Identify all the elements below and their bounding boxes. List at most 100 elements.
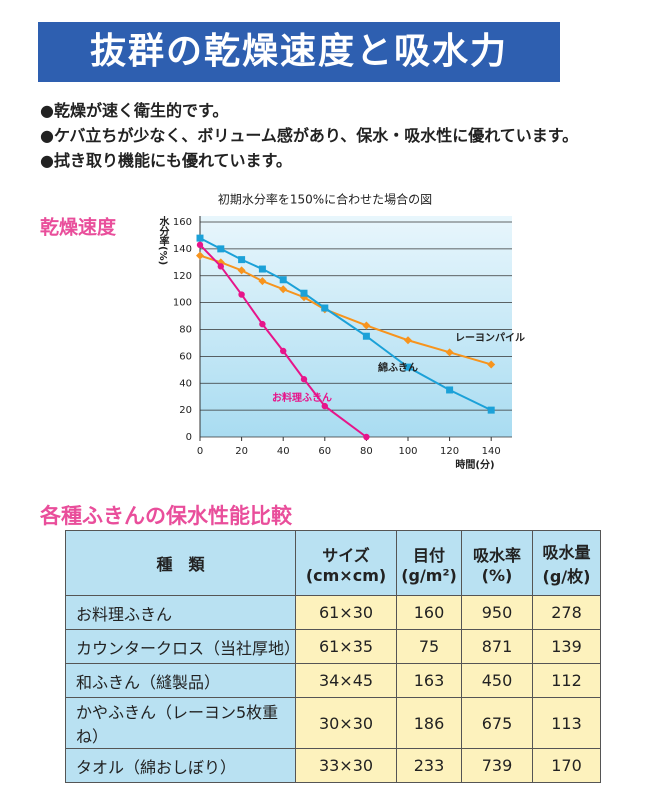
marker bbox=[404, 363, 412, 371]
table-row: カウンタークロス（当社厚地） 61×35 75 871 139 bbox=[65, 629, 601, 664]
chart: 初期水分率を150%に合わせた場合の図 乾燥速度 水分率(%) 時間(分) 0 2… bbox=[40, 192, 525, 472]
table-row: かやふきん（レーヨン5枚重ね） 30×30 186 675 113 bbox=[65, 697, 601, 749]
y-tick-label: 80 bbox=[179, 325, 192, 336]
series-line bbox=[199, 244, 367, 438]
marker bbox=[300, 376, 308, 383]
y-axis-label: 水分率(%) bbox=[157, 215, 170, 265]
table: 種 類サイズ (cm×cm) 目付 (g/m²) 吸水率 (%) 吸水量 (g/枚) お料理ふき… bbox=[65, 530, 601, 783]
bullet: ●拭き取り機能にも優れています。 bbox=[40, 151, 292, 170]
x-tick-label: 120 bbox=[440, 446, 459, 457]
series-label: レーヨンパイル bbox=[455, 332, 525, 344]
header-text: 吸水率 bbox=[472, 545, 521, 565]
header-text: (g/m²) bbox=[401, 565, 457, 585]
table-cell: 160 bbox=[396, 595, 462, 630]
y-tick-label: 140 bbox=[173, 244, 192, 255]
section-title: 乾燥速度 bbox=[40, 216, 117, 239]
series-label: お料理ふきん bbox=[272, 391, 332, 404]
header-cell: 吸水率 (%) bbox=[461, 530, 533, 596]
header-cell: 吸水量 (g/枚) bbox=[532, 530, 601, 596]
table-cell: 139 bbox=[532, 629, 601, 664]
table-cell: 278 bbox=[532, 595, 601, 630]
header-text: 目付 bbox=[412, 545, 445, 565]
marker bbox=[279, 276, 287, 284]
y-tick-label: 0 bbox=[186, 432, 192, 443]
table-cell: 61×35 bbox=[295, 629, 397, 664]
bullet: ●ケバ立ちが少なく、ボリューム感があり、保水・吸水性に優れています。 bbox=[40, 126, 579, 145]
header-text: (g/枚) bbox=[542, 567, 591, 586]
table-cell: 和ふきん（縫製品） bbox=[65, 663, 296, 698]
marker bbox=[446, 386, 454, 394]
table-cell: 112 bbox=[532, 663, 601, 698]
header-cell: 種 類 bbox=[65, 530, 296, 596]
marker bbox=[280, 347, 287, 355]
table-cell: 61×30 bbox=[295, 595, 397, 630]
marker bbox=[196, 241, 204, 249]
header-text: (%) bbox=[481, 565, 513, 585]
table-cell: カウンタークロス（当社厚地） bbox=[65, 629, 300, 664]
y-tick-label: 120 bbox=[173, 271, 192, 282]
marker bbox=[362, 332, 370, 340]
marker bbox=[404, 336, 412, 345]
marker bbox=[279, 285, 288, 294]
x-tick-label: 100 bbox=[398, 446, 417, 457]
marker bbox=[217, 245, 225, 253]
table-cell: 30×30 bbox=[295, 697, 397, 749]
table-cell: 75 bbox=[396, 629, 462, 664]
table-row: タオル（綿おしぼり） 33×30 233 739 170 bbox=[65, 748, 601, 783]
header-row: 種 類サイズ (cm×cm) 目付 (g/m²) 吸水率 (%) 吸水量 (g/枚) bbox=[65, 530, 601, 596]
table-row: お料理ふきん 61×30 160 950 278 bbox=[65, 595, 601, 630]
marker bbox=[238, 291, 245, 298]
table-cell: 33×30 bbox=[295, 748, 397, 783]
marker bbox=[259, 320, 266, 328]
x-tick-label: 0 bbox=[197, 446, 203, 457]
x-tick-label: 60 bbox=[318, 446, 331, 457]
x-tick-label: 20 bbox=[235, 446, 248, 457]
table-cell: 186 bbox=[396, 697, 462, 749]
x-axis-label: 時間(分) bbox=[455, 458, 494, 471]
header-cell: サイズ (cm×cm) bbox=[295, 530, 397, 596]
table-cell: 163 bbox=[396, 663, 462, 698]
marker bbox=[487, 406, 495, 414]
marker bbox=[258, 265, 266, 273]
marker bbox=[217, 263, 224, 270]
y-tick-label: 20 bbox=[179, 405, 192, 416]
table-row: 和ふきん（縫製品） 34×45 163 450 112 bbox=[65, 663, 601, 698]
table-title: 各種ふきんの保水性能比較 bbox=[40, 504, 292, 528]
header-text: (cm×cm) bbox=[305, 565, 387, 585]
y-tick-label: 100 bbox=[173, 298, 192, 309]
marker bbox=[196, 234, 204, 242]
chart-title: 初期水分率を150%に合わせた場合の図 bbox=[218, 192, 432, 207]
header-text: サイズ bbox=[322, 545, 370, 565]
table-cell: 34×45 bbox=[295, 663, 397, 698]
table-cell: 871 bbox=[461, 629, 533, 664]
x-tick-label: 140 bbox=[482, 446, 501, 457]
plot-area bbox=[200, 216, 512, 437]
table-cell: タオル（綿おしぼり） bbox=[65, 748, 296, 783]
table-cell: 675 bbox=[461, 697, 533, 749]
table-cell: 170 bbox=[532, 748, 601, 783]
series-label: 綿ふきん bbox=[378, 361, 418, 374]
marker bbox=[487, 360, 496, 369]
table-cell: 950 bbox=[461, 595, 533, 630]
header-text: 種 類 bbox=[156, 555, 205, 574]
y-tick-label: 60 bbox=[179, 351, 192, 362]
marker bbox=[258, 277, 267, 286]
table-cell: 450 bbox=[461, 663, 533, 698]
y-tick-label: 40 bbox=[179, 378, 192, 389]
marker bbox=[237, 266, 246, 275]
marker bbox=[363, 433, 370, 441]
marker bbox=[321, 304, 329, 312]
x-tick-label: 40 bbox=[277, 446, 290, 457]
header-text: 吸水量 bbox=[542, 543, 591, 562]
y-tick-label: 160 bbox=[173, 217, 192, 228]
table-cell: 233 bbox=[396, 748, 462, 783]
marker bbox=[321, 402, 328, 410]
x-tick-label: 80 bbox=[360, 446, 373, 457]
table-cell: 113 bbox=[532, 697, 601, 749]
marker bbox=[445, 348, 454, 357]
banner-title: 抜群の乾燥速度と吸水力 bbox=[38, 22, 560, 82]
marker bbox=[196, 251, 204, 260]
header-cell: 目付 (g/m²) bbox=[396, 530, 462, 596]
table-cell: かやふきん（レーヨン5枚重ね） bbox=[65, 697, 296, 749]
